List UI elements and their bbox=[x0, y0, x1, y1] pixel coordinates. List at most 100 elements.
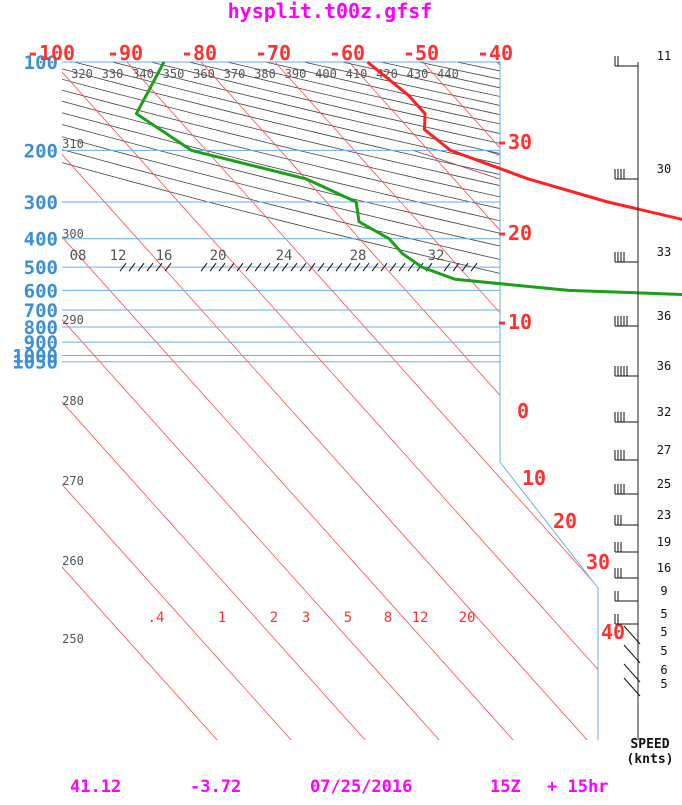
mixing-ratio-lines bbox=[678, 239, 682, 362]
theta-label: 300 bbox=[62, 227, 84, 241]
temperature-tick-label: -30 bbox=[496, 130, 532, 154]
theta-label: 340 bbox=[132, 67, 154, 81]
theta-label: 290 bbox=[62, 313, 84, 327]
isotherm-line bbox=[53, 62, 661, 740]
theta-label: 370 bbox=[224, 67, 246, 81]
mixing-ratio-label: 08 bbox=[70, 248, 87, 264]
dry-adiabat bbox=[0, 62, 682, 362]
mixing-ratio-label: 2 bbox=[270, 610, 278, 626]
isotherm-line bbox=[0, 62, 365, 740]
wind-speed-label: 19 bbox=[657, 535, 671, 549]
pressure-tick-label: 200 bbox=[24, 140, 58, 162]
mixing-ratio-label: 20 bbox=[210, 248, 227, 264]
mixing-ratio-label: 12 bbox=[110, 248, 127, 264]
temperature-tick-label: 0 bbox=[517, 399, 529, 423]
dry-adiabat bbox=[189, 62, 682, 362]
dry-adiabat bbox=[266, 62, 682, 362]
dry-adiabat bbox=[151, 62, 682, 362]
dry-adiabat bbox=[112, 62, 682, 362]
wind-speed-label: 32 bbox=[657, 405, 671, 419]
pressure-tick-label: 300 bbox=[24, 192, 58, 214]
wind-speed-label: 27 bbox=[657, 443, 671, 457]
dry-adiabat bbox=[419, 62, 682, 362]
mixing-ratio-label: 24 bbox=[276, 248, 293, 264]
dry-adiabat bbox=[0, 62, 682, 362]
mixing-ratio-label: 3 bbox=[302, 610, 310, 626]
theta-label: 380 bbox=[254, 67, 276, 81]
wind-barbs bbox=[615, 56, 640, 696]
dry-adiabat bbox=[0, 62, 682, 362]
temperature-tick-label: -100 bbox=[27, 41, 75, 65]
temperature-tick-label: 20 bbox=[553, 509, 577, 533]
mixing-ratio-label: 5 bbox=[344, 610, 352, 626]
theta-label: 280 bbox=[62, 394, 84, 408]
footer-lat: 41.12 bbox=[70, 777, 121, 797]
temperature-tick-label: -50 bbox=[403, 41, 439, 65]
mixing-ratio-label: 32 bbox=[428, 248, 445, 264]
chart-title: hysplit.t00z.gfsf bbox=[228, 0, 433, 23]
isotherm-line bbox=[349, 62, 682, 740]
theta-label: 400 bbox=[315, 67, 337, 81]
temperature-tick-label: 10 bbox=[522, 466, 546, 490]
temperature-tick-label: -60 bbox=[329, 41, 365, 65]
moist-adiabats bbox=[413, 150, 682, 361]
wind-speed-label: 30 bbox=[657, 162, 671, 176]
wind-speed-label: 5 bbox=[660, 607, 667, 621]
theta-label: 360 bbox=[193, 67, 215, 81]
mixing-ratio-label: 12 bbox=[412, 610, 429, 626]
temperature-tick-label: -80 bbox=[181, 41, 217, 65]
dry-adiabat bbox=[0, 62, 682, 362]
wind-speed-label: 6 bbox=[660, 663, 667, 677]
pressure-tick-label: 500 bbox=[24, 257, 58, 279]
temperature-tick-label: -10 bbox=[496, 310, 532, 334]
mixing-ratio-label: 16 bbox=[156, 248, 173, 264]
dry-adiabat bbox=[304, 62, 682, 362]
footer-lon: -3.72 bbox=[190, 777, 241, 797]
isotherm-line bbox=[423, 62, 682, 740]
dry-adiabat bbox=[0, 62, 682, 362]
dry-adiabat bbox=[74, 62, 682, 362]
wind-speed-label: 5 bbox=[660, 677, 667, 691]
wind-speed-label: 5 bbox=[660, 644, 667, 658]
theta-label: 410 bbox=[346, 67, 368, 81]
moist-adiabat bbox=[413, 150, 682, 361]
theta-label: 270 bbox=[62, 474, 84, 488]
pressure-tick-label: 1050 bbox=[12, 352, 58, 374]
theta-label: 350 bbox=[163, 67, 185, 81]
theta-label: 260 bbox=[62, 554, 84, 568]
dry-adiabat bbox=[0, 62, 682, 362]
wind-speed-label: 36 bbox=[657, 359, 671, 373]
theta-label: 320 bbox=[71, 67, 93, 81]
speed-axis-unit: (knts) bbox=[627, 752, 674, 767]
footer-date: 07/25/2016 bbox=[310, 777, 412, 797]
mixing-ratio-label: 20 bbox=[459, 610, 476, 626]
wind-speed-label: 9 bbox=[660, 584, 667, 598]
temperature-tick-label: -40 bbox=[477, 41, 513, 65]
theta-label: 250 bbox=[62, 632, 84, 646]
theta-label: 430 bbox=[407, 67, 429, 81]
wind-speed-label: 11 bbox=[657, 49, 671, 63]
footer-hour: 15Z bbox=[490, 777, 521, 797]
wind-speed-label: 16 bbox=[657, 561, 671, 575]
speed-axis-label: SPEED bbox=[630, 737, 669, 752]
wind-speed-label: 36 bbox=[657, 309, 671, 323]
mixing-ratio-label: 28 bbox=[350, 248, 367, 264]
wind-speed-label: 25 bbox=[657, 477, 671, 491]
temperature-tick-label: 30 bbox=[586, 550, 610, 574]
footer-forecast: + 15hr bbox=[547, 777, 608, 797]
temperature-tick-label: -90 bbox=[107, 41, 143, 65]
wind-speed-label: 23 bbox=[657, 508, 671, 522]
temperature-ticks-top: -100-90-80-70-60-50-40 bbox=[27, 41, 513, 65]
mixing-ratio-label: 8 bbox=[384, 610, 392, 626]
isotherm-line bbox=[0, 62, 217, 740]
mixing-ratio-line bbox=[678, 239, 682, 362]
theta-label: 310 bbox=[62, 137, 84, 151]
wind-speed-label: 5 bbox=[660, 625, 667, 639]
mixing-ratio-label: 1 bbox=[218, 610, 226, 626]
dry-adiabat bbox=[0, 62, 682, 362]
temperature-tick-label: -20 bbox=[496, 221, 532, 245]
